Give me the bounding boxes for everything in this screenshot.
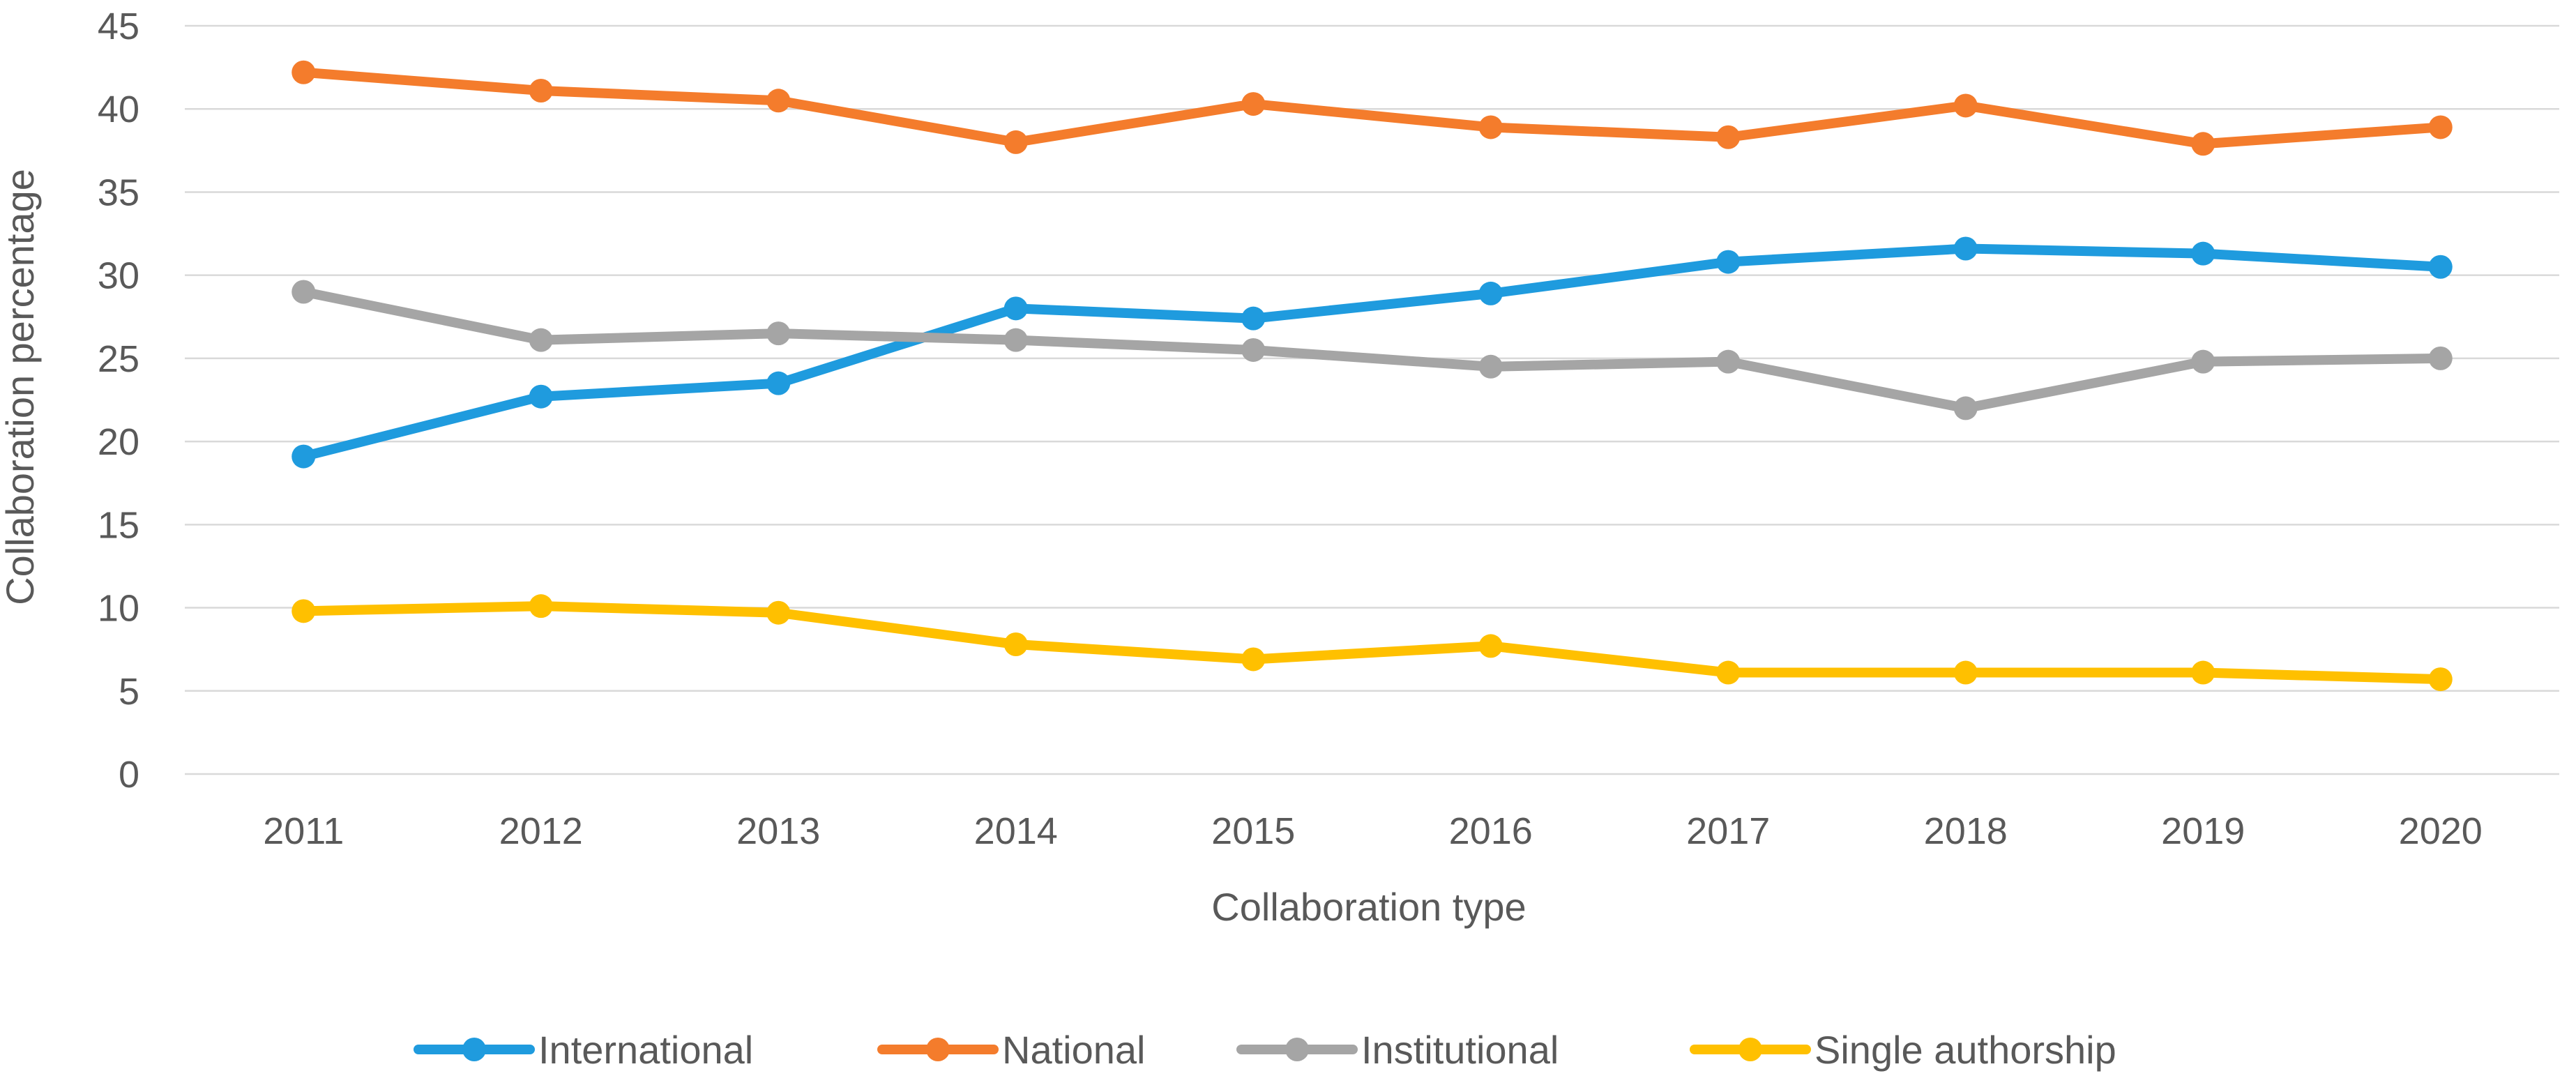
- series-line: [298, 243, 2446, 462]
- series-single-authorship: [291, 594, 2453, 692]
- x-tick-label: 2012: [499, 810, 583, 852]
- data-point: [2428, 115, 2453, 139]
- data-point: [529, 384, 553, 409]
- x-tick-label: 2014: [974, 810, 1058, 852]
- x-tick-label: 2016: [1449, 810, 1533, 852]
- x-tick-label: 2020: [2399, 810, 2483, 852]
- x-tick-label: 2017: [1686, 810, 1770, 852]
- series-institutional: [291, 280, 2453, 420]
- data-point: [1241, 338, 1266, 362]
- data-point: [2191, 660, 2215, 685]
- data-point: [1003, 296, 1028, 321]
- legend-swatch-marker: [1285, 1038, 1309, 1061]
- y-tick-label: 0: [119, 754, 139, 796]
- x-axis-tick-labels: 2011 2012 2013 2014 2015 2016 2017 2018 2019 2020: [263, 810, 2483, 852]
- data-point: [529, 594, 553, 619]
- data-point: [291, 60, 316, 84]
- data-point: [1003, 130, 1028, 154]
- data-series: [291, 60, 2453, 692]
- y-tick-label: 25: [98, 338, 139, 380]
- legend-label: International: [538, 1028, 753, 1072]
- data-point: [2428, 346, 2453, 370]
- data-point: [2191, 349, 2215, 374]
- y-tick-label: 45: [98, 6, 139, 47]
- data-point: [1241, 306, 1266, 331]
- data-point: [766, 321, 791, 346]
- y-tick-label: 5: [119, 671, 139, 713]
- data-point: [1716, 250, 1741, 274]
- x-tick-label: 2013: [736, 810, 820, 852]
- series-line: [298, 67, 2446, 149]
- data-point: [766, 371, 791, 395]
- data-point: [1478, 354, 1503, 379]
- data-point: [291, 599, 316, 623]
- data-point: [529, 328, 553, 352]
- data-point: [1953, 236, 1978, 261]
- data-point: [1716, 349, 1741, 374]
- data-point: [1478, 634, 1503, 658]
- legend-swatch-marker: [1738, 1038, 1762, 1061]
- legend-item: Institutional: [1236, 1028, 1559, 1072]
- data-point: [291, 444, 316, 469]
- legend: International National Institutional Single…: [414, 1028, 2116, 1072]
- data-point: [1003, 632, 1028, 657]
- series-national: [291, 60, 2453, 156]
- data-point: [1953, 396, 1978, 420]
- data-point: [2191, 241, 2215, 266]
- data-point: [1478, 281, 1503, 305]
- y-tick-label: 15: [98, 504, 139, 546]
- x-axis-title: Collaboration type: [1211, 885, 1526, 929]
- legend-swatch-marker: [462, 1038, 486, 1061]
- data-point: [2191, 132, 2215, 156]
- data-point: [529, 78, 553, 103]
- data-point: [291, 280, 316, 304]
- x-tick-label: 2011: [263, 810, 344, 852]
- legend-item: International: [414, 1028, 753, 1072]
- data-point: [1716, 125, 1741, 149]
- x-tick-label: 2018: [1924, 810, 2008, 852]
- legend-item: National: [877, 1028, 1145, 1072]
- legend-label: Institutional: [1361, 1028, 1559, 1072]
- y-tick-label: 10: [98, 588, 139, 630]
- data-point: [1478, 115, 1503, 139]
- data-point: [2428, 255, 2453, 279]
- y-axis-tick-labels: 0 5 10 15 20 25 30 35 40 45: [98, 6, 139, 796]
- data-point: [1953, 93, 1978, 118]
- y-tick-label: 20: [98, 421, 139, 463]
- data-point: [1716, 660, 1741, 685]
- x-tick-label: 2015: [1211, 810, 1295, 852]
- y-axis-title: Collaboration percentage: [0, 169, 42, 605]
- series-international: [291, 236, 2453, 469]
- legend-label: Single authorship: [1814, 1028, 2116, 1072]
- legend-label: National: [1002, 1028, 1145, 1072]
- y-tick-label: 40: [98, 89, 139, 130]
- data-point: [1003, 328, 1028, 352]
- data-point: [1241, 647, 1266, 672]
- data-point: [1241, 92, 1266, 116]
- legend-swatch-marker: [926, 1038, 950, 1061]
- y-tick-label: 30: [98, 255, 139, 297]
- series-line: [298, 287, 2446, 414]
- legend-item: Single authorship: [1690, 1028, 2116, 1072]
- data-point: [1953, 660, 1978, 685]
- x-tick-label: 2019: [2161, 810, 2245, 852]
- series-line: [298, 601, 2446, 685]
- data-point: [766, 600, 791, 625]
- data-point: [766, 89, 791, 113]
- y-tick-label: 35: [98, 172, 139, 213]
- data-point: [2428, 667, 2453, 692]
